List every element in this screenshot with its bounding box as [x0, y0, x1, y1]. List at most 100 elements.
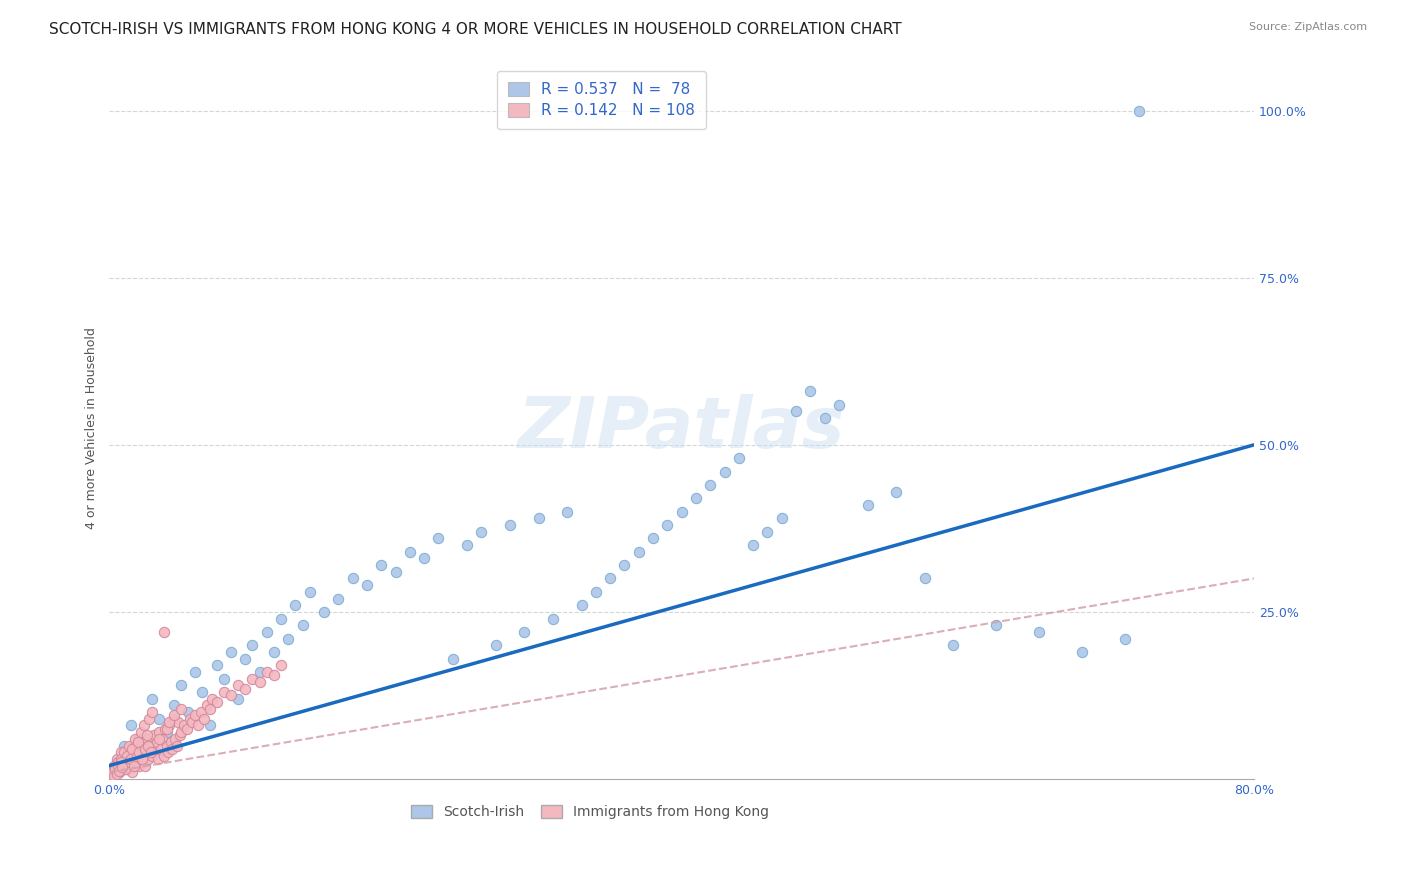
Point	[103, 768, 125, 782]
Point	[101, 765, 124, 780]
Point	[685, 491, 707, 506]
Point	[205, 658, 228, 673]
Point	[190, 705, 212, 719]
Point	[104, 762, 127, 776]
Point	[284, 598, 307, 612]
Point	[111, 755, 134, 769]
Point	[884, 484, 907, 499]
Point	[181, 715, 204, 730]
Point	[1071, 645, 1094, 659]
Point	[127, 731, 149, 746]
Point	[728, 451, 751, 466]
Point	[141, 748, 163, 763]
Point	[785, 404, 807, 418]
Point	[146, 752, 169, 766]
Point	[105, 766, 128, 780]
Point	[128, 745, 150, 759]
Point	[541, 611, 564, 625]
Point	[242, 638, 264, 652]
Point	[118, 758, 141, 772]
Point	[398, 545, 420, 559]
Point	[115, 762, 138, 776]
Point	[699, 478, 721, 492]
Point	[132, 742, 155, 756]
Point	[249, 675, 271, 690]
Point	[555, 505, 578, 519]
Point	[160, 735, 183, 749]
Point	[105, 752, 128, 766]
Point	[115, 748, 138, 763]
Point	[184, 708, 207, 723]
Point	[120, 752, 142, 766]
Point	[112, 752, 135, 766]
Point	[124, 731, 146, 746]
Point	[212, 672, 235, 686]
Point	[167, 715, 190, 730]
Point	[125, 745, 148, 759]
Point	[170, 702, 193, 716]
Point	[571, 598, 593, 612]
Point	[641, 532, 664, 546]
Point	[413, 551, 436, 566]
Legend: Scotch-Irish, Immigrants from Hong Kong: Scotch-Irish, Immigrants from Hong Kong	[406, 799, 775, 824]
Point	[1028, 624, 1050, 639]
Point	[513, 624, 536, 639]
Point	[256, 665, 278, 679]
Text: Source: ZipAtlas.com: Source: ZipAtlas.com	[1249, 22, 1367, 32]
Point	[108, 764, 131, 778]
Point	[499, 518, 522, 533]
Point	[134, 758, 156, 772]
Point	[156, 739, 179, 753]
Point	[713, 465, 735, 479]
Point	[193, 712, 215, 726]
Point	[212, 685, 235, 699]
Point	[114, 758, 136, 772]
Point	[128, 758, 150, 772]
Point	[263, 645, 285, 659]
Y-axis label: 4 or more Vehicles in Household: 4 or more Vehicles in Household	[86, 327, 98, 529]
Point	[170, 678, 193, 692]
Point	[159, 718, 181, 732]
Point	[118, 739, 141, 753]
Point	[671, 505, 693, 519]
Point	[342, 572, 364, 586]
Point	[585, 585, 607, 599]
Text: SCOTCH-IRISH VS IMMIGRANTS FROM HONG KONG 4 OR MORE VEHICLES IN HOUSEHOLD CORREL: SCOTCH-IRISH VS IMMIGRANTS FROM HONG KON…	[49, 22, 901, 37]
Point	[135, 731, 157, 746]
Point	[756, 524, 779, 539]
Point	[107, 755, 129, 769]
Point	[177, 705, 200, 719]
Point	[117, 742, 139, 756]
Point	[191, 685, 214, 699]
Point	[120, 748, 142, 763]
Point	[138, 739, 160, 753]
Point	[219, 645, 242, 659]
Point	[799, 384, 821, 399]
Point	[149, 742, 172, 756]
Point	[195, 698, 218, 713]
Point	[141, 691, 163, 706]
Point	[155, 722, 177, 736]
Point	[942, 638, 965, 652]
Point	[132, 718, 155, 732]
Point	[110, 755, 132, 769]
Point	[742, 538, 765, 552]
Point	[120, 718, 142, 732]
Point	[103, 758, 125, 772]
Point	[298, 585, 321, 599]
Point	[105, 762, 128, 776]
Point	[121, 742, 143, 756]
Point	[122, 758, 145, 772]
Point	[124, 755, 146, 769]
Point	[131, 748, 153, 763]
Point	[256, 624, 278, 639]
Point	[599, 572, 621, 586]
Point	[627, 545, 650, 559]
Point	[127, 752, 149, 766]
Point	[657, 518, 679, 533]
Point	[370, 558, 392, 573]
Point	[201, 691, 224, 706]
Point	[131, 752, 153, 766]
Point	[233, 681, 256, 696]
Point	[134, 745, 156, 759]
